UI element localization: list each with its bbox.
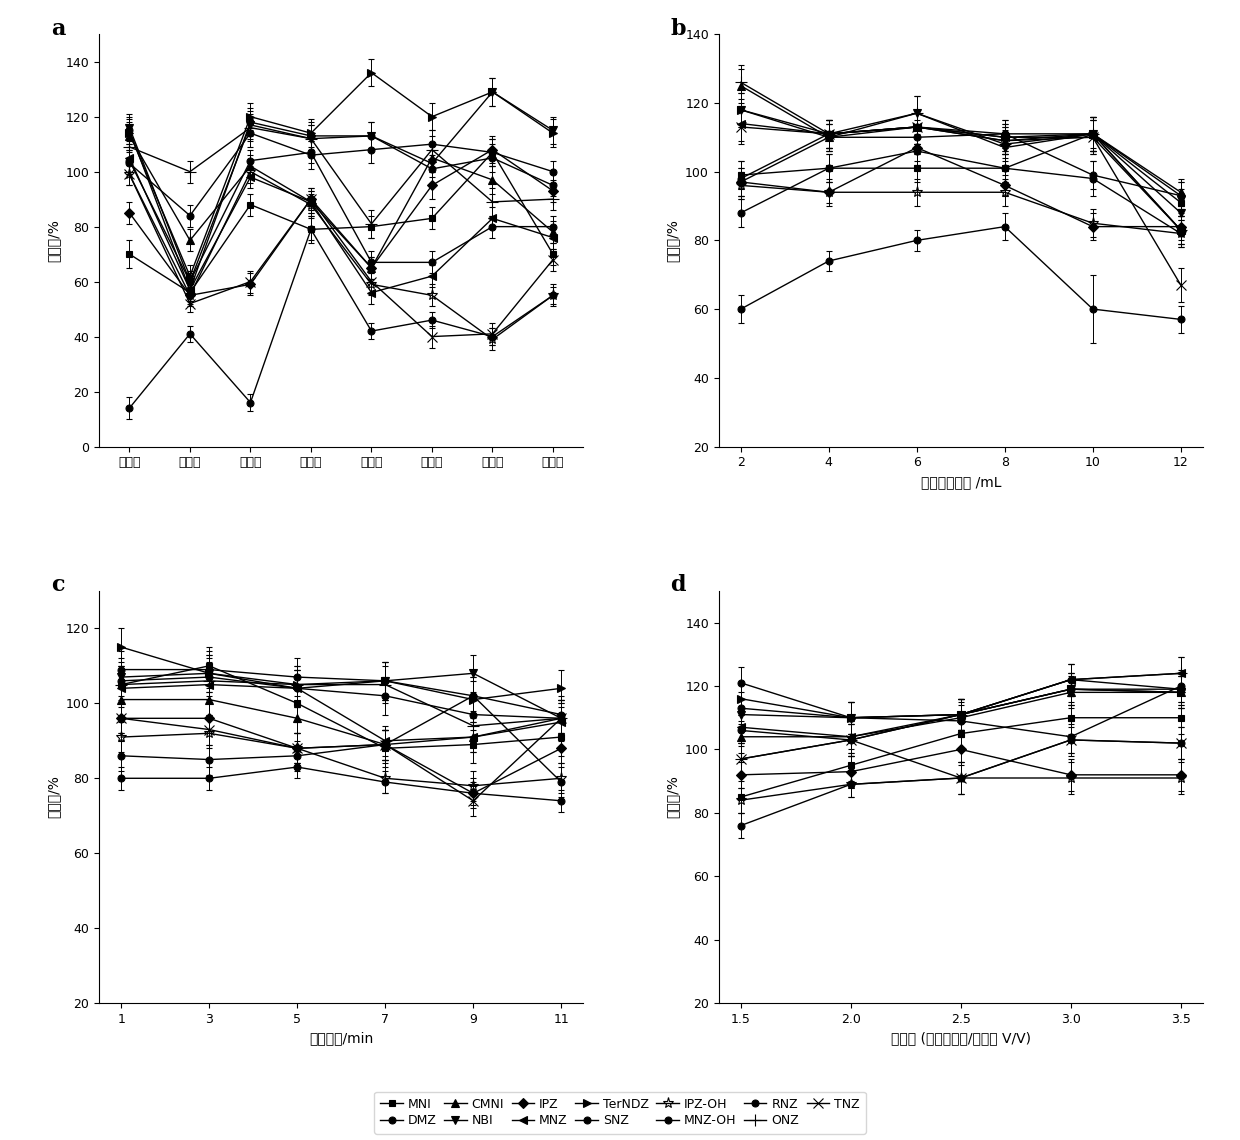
Text: d: d: [671, 575, 686, 596]
Y-axis label: 回收率/%: 回收率/%: [46, 775, 60, 819]
X-axis label: 体积比 (超分子溶剂/血液， V/V): 体积比 (超分子溶剂/血液， V/V): [890, 1032, 1030, 1045]
X-axis label: 涡旋时间/min: 涡旋时间/min: [309, 1032, 373, 1045]
Y-axis label: 回收率/%: 回收率/%: [46, 219, 60, 262]
Text: b: b: [671, 18, 686, 40]
Text: c: c: [51, 575, 64, 596]
Y-axis label: 回收率/%: 回收率/%: [666, 219, 680, 262]
X-axis label: 四氯吵嗁用量 /mL: 四氯吵嗁用量 /mL: [920, 475, 1001, 489]
Y-axis label: 回收率/%: 回收率/%: [666, 775, 680, 819]
Text: a: a: [51, 18, 66, 40]
Legend: MNI, DMZ, CMNI, NBI, IPZ, MNZ, TerNDZ, SNZ, IPZ-OH, MNZ-OH, RNZ, ONZ, TNZ: MNI, DMZ, CMNI, NBI, IPZ, MNZ, TerNDZ, S…: [374, 1091, 866, 1134]
